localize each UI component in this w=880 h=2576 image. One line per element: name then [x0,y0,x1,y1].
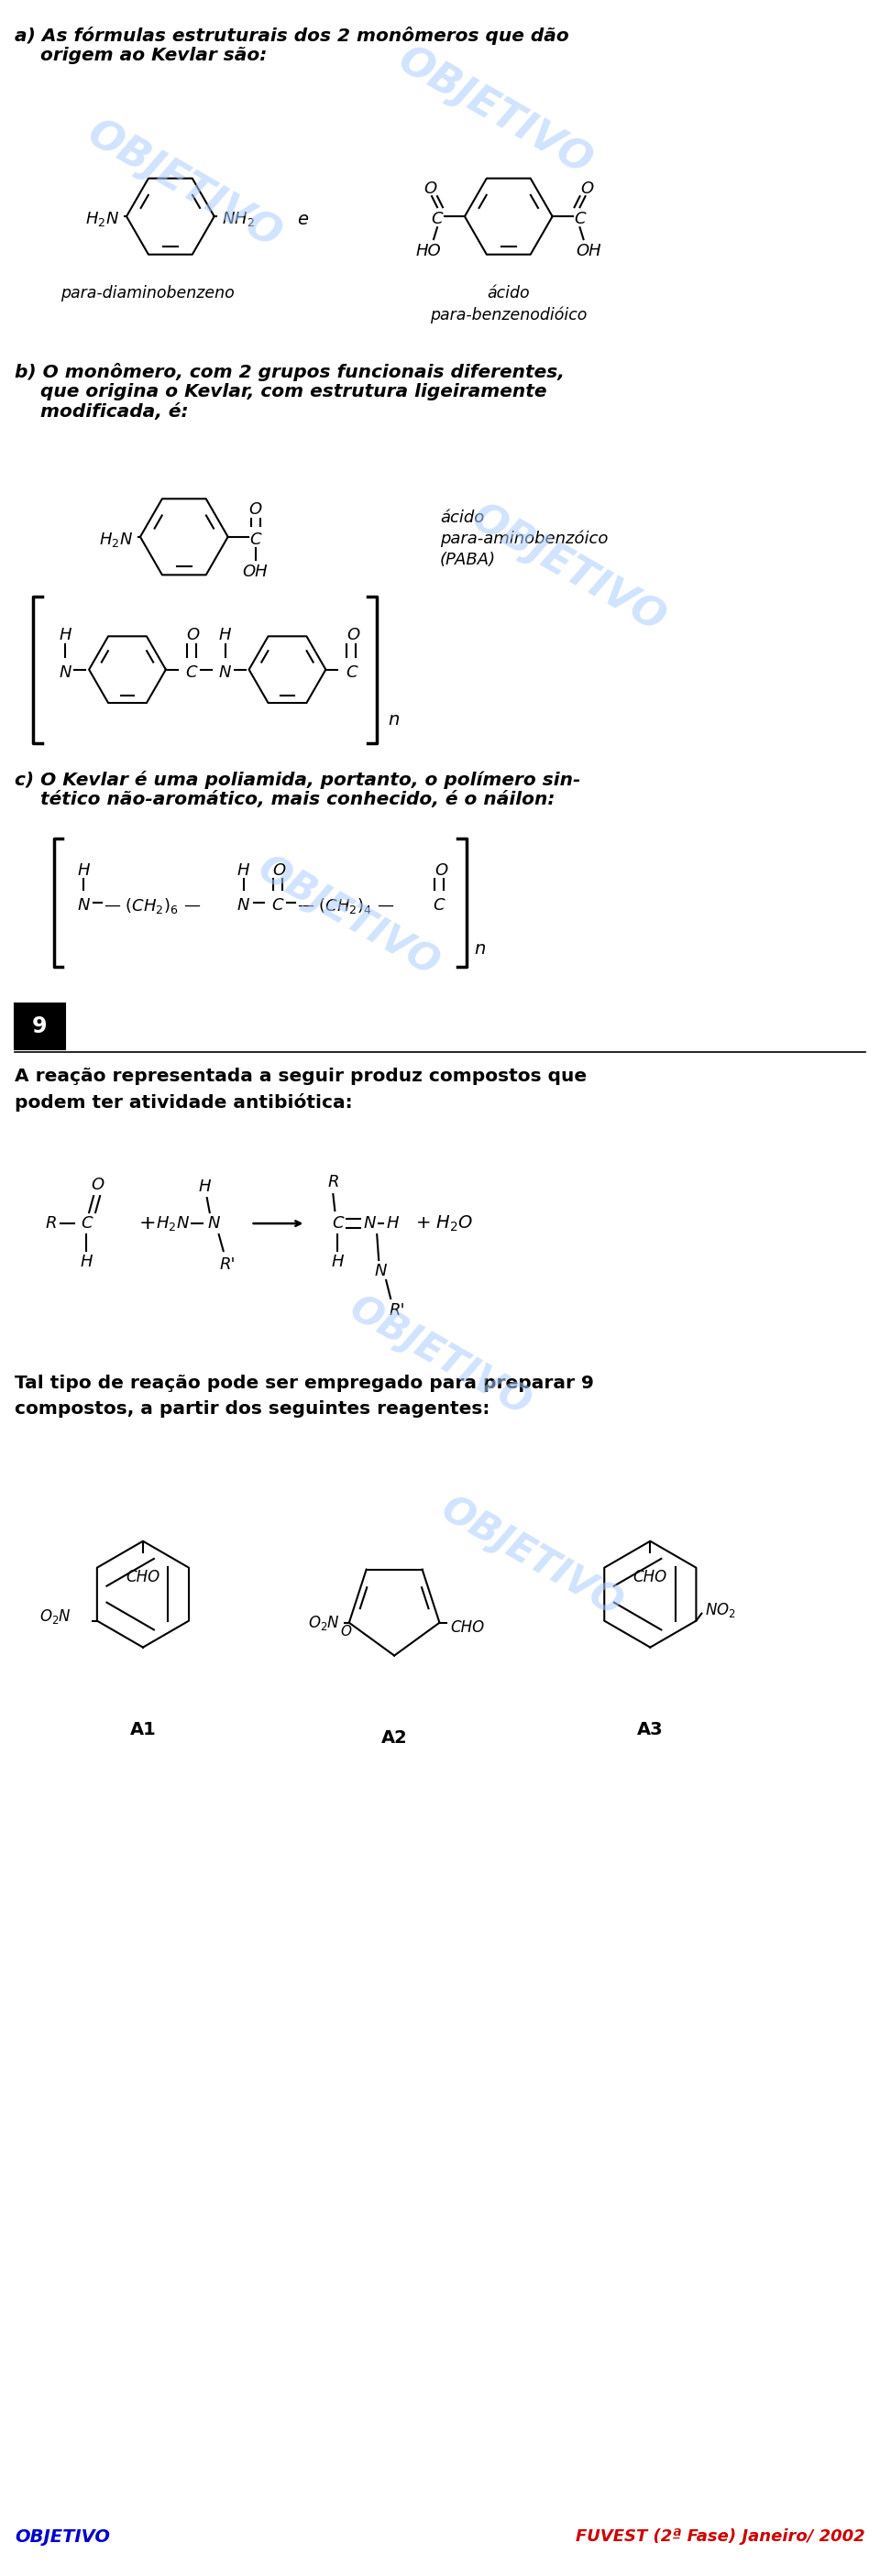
Text: origem ao Kevlar são:: origem ao Kevlar são: [15,46,268,64]
Text: $NO_2$: $NO_2$ [705,1600,737,1618]
Text: R': R' [389,1303,405,1319]
Text: O: O [249,502,262,518]
Text: OBJETIVO: OBJETIVO [15,2527,110,2545]
Text: O: O [273,863,286,878]
Text: $+\ H_2O$: $+\ H_2O$ [415,1213,473,1234]
Text: N: N [77,896,90,914]
Text: C: C [431,211,443,227]
Text: (PABA): (PABA) [440,551,496,567]
Text: para-benzenodióico: para-benzenodióico [430,307,587,322]
Text: C: C [186,665,197,680]
Text: OH: OH [576,242,602,260]
Text: A2: A2 [381,1728,407,1747]
Text: N: N [59,665,71,680]
Text: Tal tipo de reação pode ser empregado para preparar 9: Tal tipo de reação pode ser empregado pa… [15,1376,594,1391]
Text: FUVEST (2ª Fase) Janeiro/ 2002: FUVEST (2ª Fase) Janeiro/ 2002 [576,2527,865,2545]
Text: OBJETIVO: OBJETIVO [464,497,672,641]
Text: n: n [388,711,400,729]
Text: N: N [238,896,250,914]
Text: $O_2N$: $O_2N$ [308,1613,340,1631]
Text: $—\ (CH_2)_4\ —$: $—\ (CH_2)_4\ —$ [297,896,395,914]
Text: C: C [250,531,261,549]
Text: OBJETIVO: OBJETIVO [342,1288,538,1425]
Text: O: O [435,863,447,878]
Text: OBJETIVO: OBJETIVO [434,1489,629,1625]
Text: para-diaminobenzeno: para-diaminobenzeno [61,286,234,301]
Text: O: O [347,626,360,644]
Text: C: C [332,1216,343,1231]
Text: C: C [433,896,445,914]
Text: para-aminobenzóico: para-aminobenzóico [440,531,608,546]
Text: e: e [297,211,308,227]
Text: $H_2N$: $H_2N$ [99,531,133,549]
Text: R: R [327,1175,339,1190]
Text: n: n [473,940,485,958]
Text: OBJETIVO: OBJETIVO [80,113,288,255]
Text: A1: A1 [129,1721,156,1739]
Text: A reação representada a seguir produz compostos que: A reação representada a seguir produz co… [15,1069,587,1084]
Text: N: N [363,1216,376,1231]
Text: N: N [208,1216,220,1231]
Text: que origina o Kevlar, com estrutura ligeiramente: que origina o Kevlar, com estrutura lige… [15,384,547,399]
Text: $H_2N$: $H_2N$ [156,1213,190,1234]
Text: O: O [423,180,436,198]
Text: H: H [77,863,90,878]
FancyBboxPatch shape [15,1005,65,1048]
Text: CHO: CHO [126,1569,160,1584]
Text: compostos, a partir dos seguintes reagentes:: compostos, a partir dos seguintes reagen… [15,1401,490,1417]
Text: C: C [272,896,283,914]
Text: N: N [374,1262,387,1280]
Text: ácido: ácido [488,286,530,301]
Text: HO: HO [415,242,441,260]
Text: O: O [581,180,594,198]
Text: $—\ (CH_2)_6\ —$: $—\ (CH_2)_6\ —$ [104,896,201,914]
Text: R: R [46,1216,57,1231]
Text: H: H [386,1216,399,1231]
Text: CHO: CHO [633,1569,667,1584]
Text: OH: OH [243,564,268,580]
Text: podem ter atividade antibiótica:: podem ter atividade antibiótica: [15,1092,353,1113]
Text: +: + [139,1213,156,1234]
Text: b) O monômero, com 2 grupos funcionais diferentes,: b) O monômero, com 2 grupos funcionais d… [15,363,565,381]
Text: C: C [574,211,585,227]
Text: modificada, é:: modificada, é: [15,404,188,420]
Text: O: O [341,1625,352,1638]
Text: $NH_2$: $NH_2$ [222,211,254,229]
Text: H: H [238,863,250,878]
Text: N: N [219,665,231,680]
Text: 9: 9 [32,1015,48,1038]
Text: CHO: CHO [451,1618,485,1636]
Text: a) As fórmulas estruturais dos 2 monômeros que dão: a) As fórmulas estruturais dos 2 monômer… [15,26,569,46]
Text: O: O [91,1177,104,1193]
Text: $O_2N$: $O_2N$ [40,1607,71,1625]
Text: R': R' [220,1257,236,1273]
Text: C: C [80,1216,92,1231]
Text: OBJETIVO: OBJETIVO [251,850,446,984]
Text: ácido: ácido [440,510,484,526]
Text: tético não-aromático, mais conhecido, é o náilon:: tético não-aromático, mais conhecido, é … [15,791,555,809]
Text: H: H [332,1255,344,1270]
Text: H: H [59,626,71,644]
Text: A3: A3 [637,1721,664,1739]
Text: $H_2N$: $H_2N$ [85,211,119,229]
Text: C: C [346,665,357,680]
Text: O: O [187,626,200,644]
Text: OBJETIVO: OBJETIVO [391,39,598,183]
Text: H: H [219,626,231,644]
Text: H: H [199,1180,211,1195]
Text: H: H [80,1255,92,1270]
Text: c) O Kevlar é uma poliamida, portanto, o polímero sin-: c) O Kevlar é uma poliamida, portanto, o… [15,770,581,788]
